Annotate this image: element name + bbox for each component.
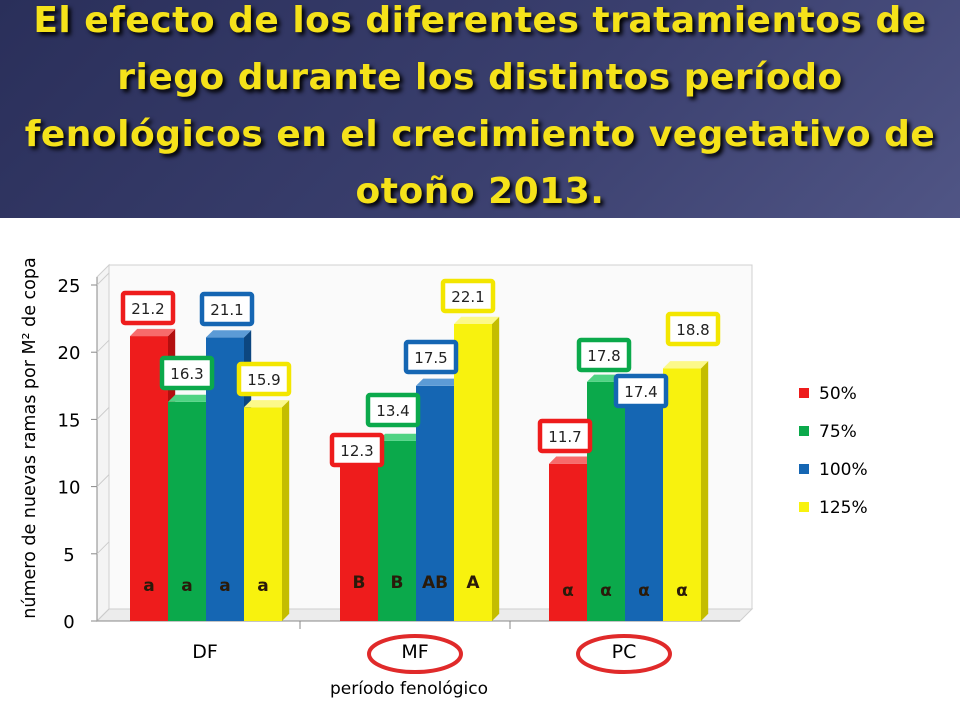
bar (587, 381, 625, 621)
data-label-box (403, 339, 459, 375)
data-label: 21.1 (210, 301, 243, 319)
y-tick-label: 5 (63, 545, 74, 566)
bar (549, 463, 587, 621)
bar-top (206, 330, 252, 338)
significance-letter: a (143, 576, 154, 596)
y-gridline (96, 407, 110, 420)
data-label-box (159, 355, 215, 391)
legend-label: 75% (819, 422, 857, 442)
data-label-box (537, 418, 593, 454)
significance-letter: AB (422, 573, 448, 593)
legend-swatch (799, 426, 809, 436)
y-tick-label: 15 (58, 410, 81, 431)
data-label-box (236, 361, 292, 397)
x-tick-label: PC (612, 641, 637, 663)
chart-area: 0 5 10 15 20 25 DF MF PC 21.2 16.3 21.1 15.9 12.3 13.… (0, 218, 960, 720)
significance-letter: A (466, 573, 480, 593)
chart-side-wall (96, 263, 110, 623)
legend-swatch (799, 464, 809, 474)
y-gridline (96, 272, 110, 286)
highlight-ring (367, 634, 463, 674)
bar-top (549, 456, 595, 464)
y-tick-label: 0 (63, 612, 74, 633)
legend-label: 50% (819, 384, 857, 404)
bar-top (416, 378, 462, 386)
legend-label: 125% (819, 498, 868, 518)
bar (340, 455, 378, 621)
chart-legend: 50% 75% 100% 125% (799, 384, 868, 518)
bar-top (378, 433, 424, 441)
data-label: 17.8 (587, 347, 620, 365)
data-label: 18.8 (676, 321, 709, 339)
significance-letter: a (181, 576, 192, 596)
bar (625, 387, 663, 621)
y-tick-label: 20 (58, 343, 81, 364)
legend-swatch (799, 388, 809, 398)
data-label: 13.4 (376, 402, 409, 420)
highlight-ring (576, 634, 672, 674)
bar-side (492, 316, 500, 621)
data-label: 17.4 (624, 383, 657, 401)
bar (416, 385, 454, 621)
data-label-box (120, 290, 176, 326)
y-gridline (96, 339, 110, 353)
data-label-box (440, 278, 496, 314)
significance-letter: α (676, 581, 688, 601)
legend-swatch (799, 502, 809, 512)
data-label-box (613, 373, 669, 409)
significance-letter: B (353, 573, 366, 593)
bar-side (282, 400, 290, 621)
y-gridline (96, 541, 110, 555)
significance-letter: α (562, 581, 574, 601)
data-label: 22.1 (451, 288, 484, 306)
bar-top (168, 394, 214, 402)
y-gridline (96, 474, 110, 487)
data-label: 12.3 (340, 442, 373, 460)
significance-letter: B (391, 573, 404, 593)
data-label-box (365, 392, 421, 428)
bar-top (663, 361, 709, 369)
x-tick-label: MF (401, 641, 428, 663)
data-label: 15.9 (247, 371, 280, 389)
y-axis-label: número de nuevas ramas por M² de copa (20, 257, 40, 618)
data-label-box (665, 311, 721, 347)
bar-chart: 0 5 10 15 20 25 DF MF PC 21.2 16.3 21.1 15.9 12.3 13.… (20, 257, 868, 699)
bar (244, 407, 282, 621)
significance-letter: α (600, 581, 612, 601)
legend-label: 100% (819, 460, 868, 480)
data-label-box (576, 337, 632, 373)
data-label: 11.7 (548, 428, 581, 446)
y-tick-label: 25 (58, 276, 81, 297)
data-label-box (329, 432, 385, 468)
x-tick-label: DF (192, 641, 218, 663)
slide-title: El efecto de los diferentes tratamientos… (24, 0, 936, 212)
bar (378, 440, 416, 621)
significance-letter: a (219, 576, 230, 596)
data-label: 16.3 (170, 365, 203, 383)
chart-data-labels: 21.2 16.3 21.1 15.9 12.3 13.4 17.5 22.1 11.7 17.8… (120, 278, 721, 468)
bar (663, 368, 701, 621)
slide-header: El efecto de los diferentes tratamientos… (0, 0, 960, 218)
x-axis-label: período fenológico (330, 679, 488, 699)
bar-side (701, 361, 709, 621)
bar (168, 401, 206, 621)
bar-top (244, 400, 290, 408)
bar-top (454, 316, 500, 324)
data-label: 17.5 (414, 349, 447, 367)
chart-bars (130, 316, 709, 621)
significance-letter: α (638, 581, 650, 601)
data-label: 21.2 (131, 300, 164, 318)
significance-letter: a (257, 576, 268, 596)
y-gridline (96, 608, 110, 622)
y-tick-label: 10 (58, 478, 81, 499)
bar-top (130, 328, 176, 337)
bar (454, 323, 492, 621)
data-label-box (199, 291, 255, 327)
